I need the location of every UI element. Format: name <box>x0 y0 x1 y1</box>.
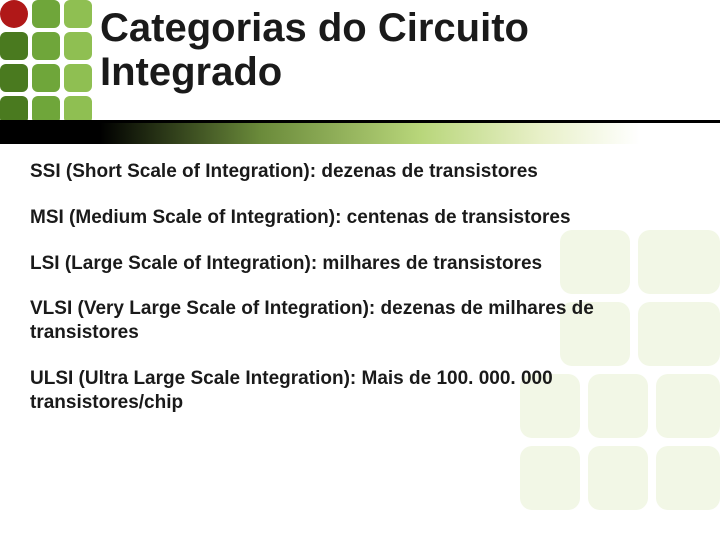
logo-cell <box>0 32 28 60</box>
logo-cell <box>64 32 92 60</box>
bg-cell <box>656 446 720 510</box>
bg-cell <box>588 446 648 510</box>
content-item: ULSI (Ultra Large Scale Integration): Ma… <box>30 367 690 415</box>
title-underline <box>0 120 720 144</box>
slide-title: Categorias do Circuito Integrado <box>100 6 720 94</box>
logo-cell <box>64 64 92 92</box>
content-item: LSI (Large Scale of Integration): milhar… <box>30 252 690 276</box>
logo-cell <box>0 0 28 28</box>
slide-header: Categorias do Circuito Integrado <box>0 0 720 150</box>
content-item: VLSI (Very Large Scale of Integration): … <box>30 297 690 345</box>
logo-grid <box>0 0 94 130</box>
content-item: MSI (Medium Scale of Integration): cente… <box>30 206 690 230</box>
content-item: SSI (Short Scale of Integration): dezena… <box>30 160 690 184</box>
logo-cell <box>32 64 60 92</box>
logo-cell <box>32 0 60 28</box>
logo-cell <box>0 64 28 92</box>
bg-cell <box>520 446 580 510</box>
logo-cell <box>64 0 92 28</box>
logo-cell <box>32 32 60 60</box>
content-list: SSI (Short Scale of Integration): dezena… <box>30 160 690 436</box>
